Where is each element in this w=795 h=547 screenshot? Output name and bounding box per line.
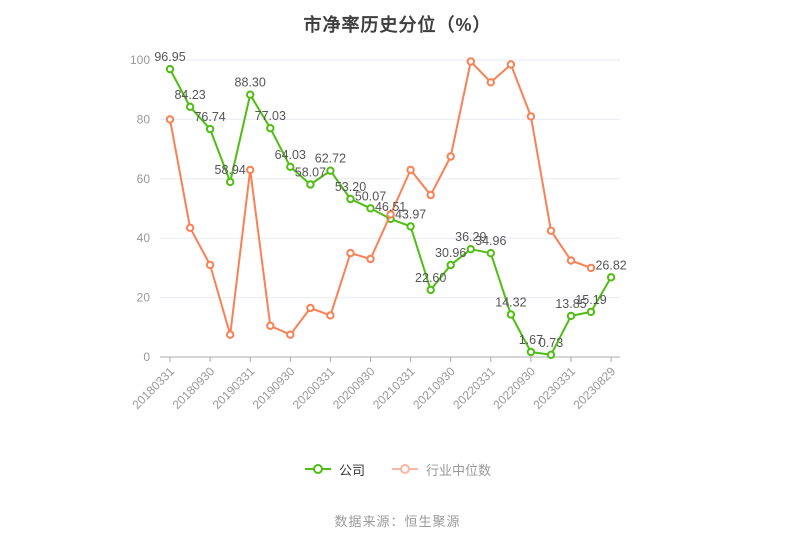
legend-label: 公司	[338, 462, 365, 478]
industry-point-marker[interactable]	[586, 263, 596, 273]
company-point-marker[interactable]	[506, 310, 516, 319]
company-point-marker[interactable]	[246, 90, 255, 99]
point-value-label: 58.07	[295, 166, 326, 180]
x-axis-tick-label: 20200331	[290, 364, 338, 412]
x-axis-tick-label: 20230829	[571, 364, 619, 412]
point-value-label: 36.29	[455, 230, 486, 244]
industry-point-marker[interactable]	[205, 260, 215, 270]
company-point-marker[interactable]	[306, 180, 315, 189]
point-value-label: 22.60	[415, 271, 446, 285]
industry-point-marker[interactable]	[306, 303, 315, 313]
industry-point-marker[interactable]	[526, 112, 536, 121]
industry-point-marker[interactable]	[185, 223, 195, 233]
company-point-marker[interactable]	[406, 222, 415, 231]
data-source-label: 数据来源：恒生聚源	[334, 514, 461, 529]
point-value-label: 84.23	[174, 88, 205, 102]
y-axis-tick-label: 80	[137, 112, 151, 126]
company-point-marker[interactable]	[226, 177, 235, 187]
chart-legend: 公司 行业中位数	[0, 458, 795, 480]
company-point-marker[interactable]	[326, 166, 335, 175]
company-point-marker[interactable]	[486, 249, 495, 258]
industry-point-marker[interactable]	[546, 226, 556, 236]
industry-point-marker[interactable]	[226, 330, 235, 339]
point-value-label: 46.51	[375, 200, 406, 214]
industry-point-marker[interactable]	[326, 311, 335, 320]
point-value-label: 50.07	[355, 189, 386, 203]
point-value-label: 34.96	[475, 234, 506, 248]
industry-point-marker[interactable]	[446, 152, 455, 161]
x-axis-tick-label: 20220930	[490, 364, 538, 412]
y-axis-tick-label: 40	[137, 231, 151, 245]
company-point-marker[interactable]	[205, 124, 215, 134]
point-value-label: 88.30	[235, 76, 266, 90]
point-value-label: 62.72	[315, 152, 346, 166]
point-value-label: 58.94	[215, 163, 246, 177]
company-point-marker[interactable]	[165, 64, 175, 74]
company-point-marker[interactable]	[526, 347, 536, 357]
legend-item-company[interactable]: 公司	[304, 460, 365, 479]
x-axis-tick-label: 20210331	[370, 364, 418, 412]
x-axis-tick-label: 20210930	[410, 364, 458, 412]
company-point-marker[interactable]	[346, 194, 355, 204]
industry-point-marker[interactable]	[246, 165, 255, 175]
point-value-label: 30.96	[435, 246, 466, 260]
company-point-marker[interactable]	[366, 204, 375, 213]
chart-plot-area: 0 20 40 60 80 100 2018033120180930201903312019…	[129, 50, 626, 412]
x-axis-tick-label: 20220331	[450, 364, 498, 412]
chart-title: 市净率历史分位（%）	[303, 15, 492, 35]
y-axis-tick-label: 20	[137, 291, 151, 305]
industry-point-marker[interactable]	[165, 115, 175, 124]
legend-item-industry[interactable]: 行业中位数	[391, 460, 491, 479]
industry-point-marker[interactable]	[286, 330, 295, 339]
x-axis-tick-label: 20180930	[170, 364, 218, 412]
industry-point-marker[interactable]	[566, 256, 576, 265]
x-axis-tick-label: 20190930	[250, 364, 298, 412]
company-point-marker[interactable]	[426, 285, 435, 295]
industry-point-marker[interactable]	[466, 57, 475, 66]
company-point-marker[interactable]	[286, 162, 295, 172]
point-value-label: 15.19	[575, 293, 606, 307]
point-value-label: 1.67	[519, 333, 543, 347]
company-point-marker[interactable]	[446, 260, 455, 270]
company-point-marker[interactable]	[546, 350, 556, 359]
company-point-marker[interactable]	[466, 245, 475, 254]
industry-point-marker[interactable]	[406, 165, 415, 175]
industry-point-marker[interactable]	[386, 210, 395, 219]
point-value-label: 64.03	[275, 148, 306, 162]
point-value-label: 43.97	[395, 207, 426, 221]
x-axis-tick-label: 20230331	[530, 364, 578, 412]
company-point-marker[interactable]	[185, 102, 195, 112]
point-value-label: 26.82	[595, 258, 626, 272]
point-value-label: 14.32	[495, 296, 526, 310]
legend-line-marker-icon	[392, 464, 418, 474]
point-value-label: 53.20	[335, 180, 366, 194]
industry-point-marker[interactable]	[486, 78, 495, 87]
x-axis-tick-label: 20180331	[129, 364, 177, 412]
y-axis-tick-label: 60	[137, 172, 151, 186]
point-value-label: 0.73	[539, 336, 563, 350]
company-point-marker[interactable]	[606, 273, 616, 282]
point-value-label: 96.95	[154, 50, 185, 64]
industry-point-marker[interactable]	[346, 248, 355, 258]
company-point-marker[interactable]	[266, 124, 275, 133]
legend-label: 行业中位数	[426, 462, 492, 478]
industry-point-marker[interactable]	[266, 321, 275, 330]
point-value-label: 13.85	[555, 297, 586, 311]
y-axis-tick-label: 100	[130, 53, 150, 67]
x-axis-tick-label: 20190331	[210, 364, 258, 412]
point-value-label: 77.03	[255, 109, 286, 123]
x-axis-tick-label: 20200930	[330, 364, 378, 412]
point-value-label: 76.74	[194, 110, 225, 124]
industry-point-marker[interactable]	[506, 60, 516, 69]
industry-point-marker[interactable]	[426, 190, 435, 200]
y-axis-tick-label: 0	[143, 350, 150, 364]
company-point-marker[interactable]	[566, 311, 576, 321]
industry-point-marker[interactable]	[366, 254, 375, 264]
legend-line-marker-icon	[304, 464, 331, 474]
company-point-marker[interactable]	[586, 307, 596, 317]
industry-series-line	[169, 60, 592, 336]
